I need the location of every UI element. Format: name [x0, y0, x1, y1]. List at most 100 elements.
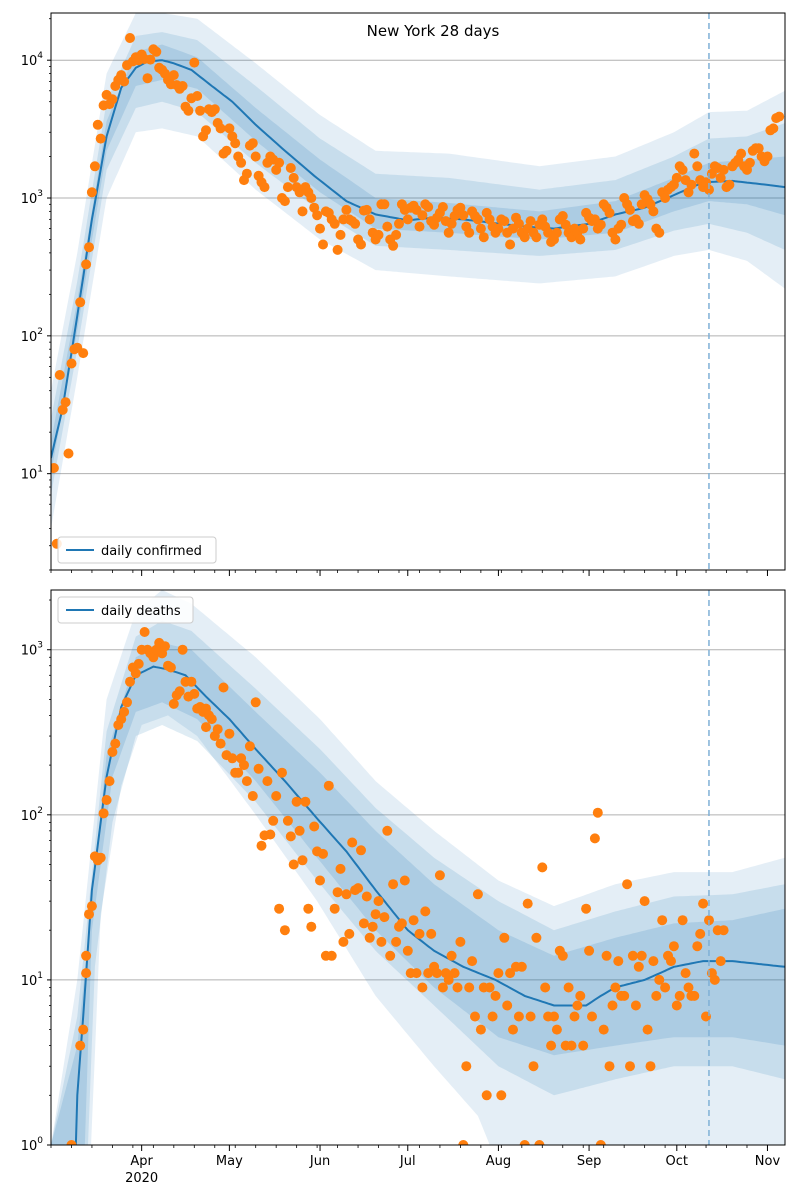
- observation-point: [294, 825, 305, 836]
- observation-point: [350, 218, 361, 229]
- observation-point: [215, 123, 226, 134]
- observation-point: [364, 932, 375, 943]
- observation-point: [119, 706, 130, 717]
- observation-point: [160, 641, 170, 652]
- observation-point: [467, 956, 478, 967]
- observation-point: [104, 776, 115, 787]
- observation-point: [709, 974, 720, 985]
- observation-point: [493, 223, 504, 234]
- observation-point: [95, 852, 106, 863]
- observation-point: [549, 1011, 559, 1022]
- observation-point: [356, 239, 366, 250]
- observation-point: [66, 358, 77, 369]
- observation-point: [505, 968, 516, 979]
- observation-point: [654, 974, 665, 985]
- observation-point: [376, 936, 387, 947]
- ytick-label: 102: [21, 806, 43, 824]
- observation-point: [446, 950, 457, 961]
- observation-point: [432, 968, 442, 979]
- observation-point: [487, 1011, 498, 1022]
- observation-point: [274, 157, 285, 168]
- observation-point: [192, 91, 203, 101]
- observation-point: [607, 1000, 618, 1011]
- observation-point: [619, 990, 630, 1001]
- observation-point: [519, 1140, 530, 1145]
- observation-point: [265, 829, 276, 840]
- observation-point: [233, 767, 244, 778]
- observation-point: [505, 239, 516, 250]
- observation-point: [630, 1000, 641, 1011]
- observation-point: [633, 961, 644, 972]
- observation-point: [689, 990, 700, 1001]
- observation-point: [291, 796, 302, 807]
- observation-point: [671, 1000, 682, 1011]
- observation-point: [361, 891, 372, 902]
- observation-point: [168, 70, 179, 81]
- observation-point: [209, 104, 220, 115]
- observation-point: [458, 210, 469, 221]
- observation-point: [610, 982, 621, 993]
- observation-point: [633, 218, 644, 229]
- observation-point: [601, 950, 612, 961]
- observation-point: [95, 133, 106, 144]
- xtick-label: Apr: [130, 1154, 153, 1169]
- observation-point: [300, 796, 311, 807]
- xtick-label: Sep: [577, 1154, 602, 1169]
- observation-point: [353, 883, 364, 894]
- observation-point: [774, 111, 785, 122]
- observation-point: [139, 627, 150, 637]
- observation-point: [347, 837, 358, 848]
- observation-point: [341, 204, 352, 215]
- observation-point: [528, 1061, 539, 1072]
- observation-point: [569, 1011, 580, 1022]
- observation-point: [256, 840, 267, 851]
- observation-point: [677, 915, 688, 926]
- observation-point: [303, 903, 314, 914]
- observation-point: [470, 1011, 480, 1022]
- observation-point: [645, 1061, 656, 1072]
- uncertainty-band-2: [51, 620, 785, 1145]
- observation-point: [499, 216, 510, 227]
- observation-point: [329, 218, 340, 229]
- observation-point: [666, 956, 676, 967]
- observation-point: [215, 738, 226, 749]
- xtick-label: May: [216, 1154, 243, 1169]
- observation-point: [396, 918, 407, 929]
- observation-point: [625, 204, 635, 215]
- observation-point: [370, 909, 381, 920]
- observation-point: [648, 956, 659, 967]
- observation-point: [595, 219, 606, 230]
- observation-point: [654, 227, 665, 238]
- observation-point: [525, 1011, 536, 1022]
- observation-point: [379, 199, 390, 210]
- observation-point: [762, 151, 773, 162]
- observation-point: [297, 855, 308, 866]
- observation-point: [417, 982, 428, 993]
- observation-point: [391, 229, 402, 240]
- observation-point: [309, 202, 320, 213]
- observation-point: [660, 193, 671, 203]
- observation-point: [595, 1140, 606, 1145]
- observation-point: [668, 941, 679, 952]
- observation-point: [86, 901, 97, 912]
- observation-point: [356, 845, 366, 856]
- xtick-label: Jul: [399, 1154, 416, 1169]
- chart-title: New York 28 days: [367, 22, 500, 40]
- observation-point: [133, 658, 144, 669]
- observation-point: [335, 229, 346, 240]
- observation-point: [443, 227, 454, 238]
- observation-point: [642, 1024, 653, 1035]
- panel-1: 101 102 103 104 New York 28 days daily confir…: [21, 12, 786, 576]
- panel-2: 100 101 102 103 Apr 2020 May Jun Jul Aug Sep Oct Nov…: [21, 589, 786, 1186]
- ytick-label: 103: [21, 189, 43, 207]
- observation-point: [364, 214, 375, 225]
- observation-point: [455, 202, 466, 213]
- observation-point: [414, 221, 425, 232]
- observation-point: [318, 239, 328, 250]
- observation-point: [753, 143, 764, 154]
- observation-point: [391, 936, 402, 947]
- observation-point: [382, 825, 393, 836]
- observation-point: [402, 214, 413, 225]
